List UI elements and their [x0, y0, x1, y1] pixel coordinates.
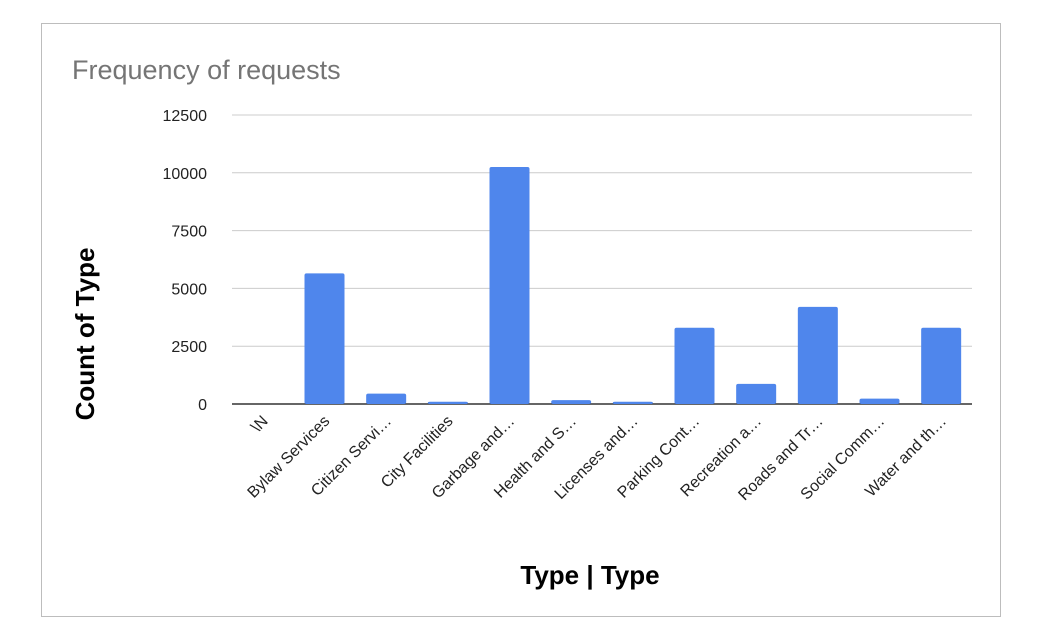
bar-chart: Frequency of requests 0 2500 5000 7500 10000… [70, 55, 972, 590]
y-tick-label: 12500 [163, 108, 208, 125]
bar [674, 327, 715, 404]
bar [427, 401, 468, 404]
y-tick-label: 10000 [163, 166, 208, 183]
bar [736, 383, 777, 404]
bar [304, 273, 345, 404]
y-tick-label: 5000 [171, 281, 207, 298]
bar [921, 327, 962, 404]
y-axis-title: Count of Type [70, 248, 100, 421]
gridlines [232, 114, 972, 405]
y-tick-label: 0 [198, 397, 207, 414]
bar [551, 400, 592, 404]
x-axis-title: Type | Type [520, 560, 659, 590]
bar [489, 167, 530, 404]
bar [366, 393, 407, 404]
chart-frame: Frequency of requests 0 2500 5000 7500 10000… [41, 23, 1001, 617]
y-tick-labels: 0 2500 5000 7500 10000 12500 [163, 108, 208, 414]
bar [859, 398, 900, 404]
bar [612, 401, 653, 404]
y-tick-label: 2500 [171, 339, 207, 356]
chart-title: Frequency of requests [72, 55, 341, 85]
bars [304, 167, 962, 404]
bar [797, 306, 838, 404]
y-tick-label: 7500 [171, 224, 207, 241]
x-tick-label: \N [248, 413, 271, 436]
